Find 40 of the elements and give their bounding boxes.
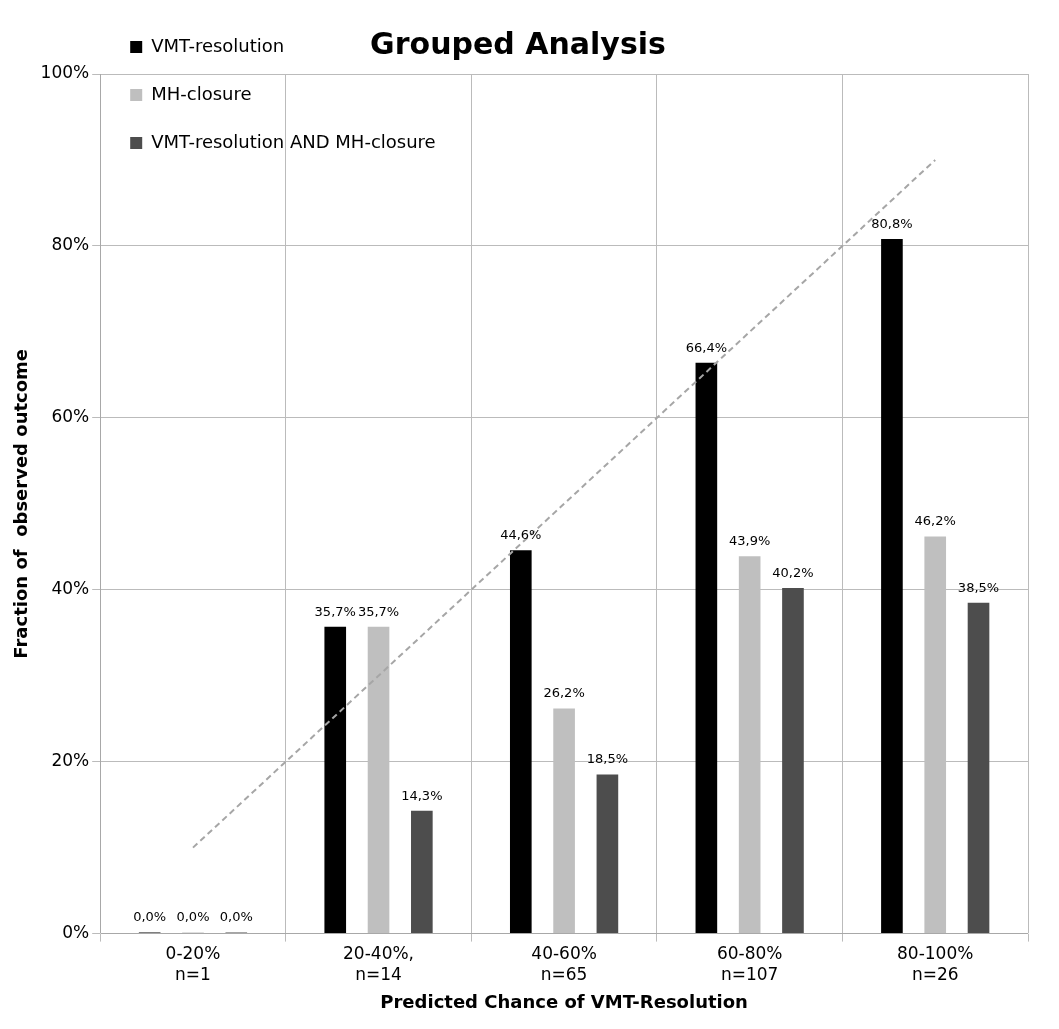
x-tick-label: 40-60% n=65 [531,943,597,984]
data-label: 0,0% [176,909,210,925]
chart-title: Grouped Analysis [370,25,666,61]
y-tick-label: 100% [40,62,90,83]
bar [596,774,619,934]
legend-label: VMT-resolution AND MH-closure [151,130,436,152]
data-label: 80,8% [871,215,913,231]
y-axis-title: Fraction of observed outcome [10,348,32,659]
y-tick-label: 0% [62,922,90,943]
bar [695,362,718,934]
bar [411,810,433,934]
bar [881,239,903,934]
bar [967,602,990,934]
data-label: 44,6% [500,527,542,543]
y-tick-label: 40% [51,578,90,599]
y-tick-label: 80% [51,234,90,255]
legend-label: VMT-resolution [151,34,285,56]
data-label: 38,5% [957,579,1000,595]
bar [509,550,532,934]
legend-label: MH-closure [151,82,252,104]
x-tick-label: 20-40%, n=14 [343,943,415,984]
data-label: 43,9% [729,533,771,549]
data-label: 0,0% [133,909,167,925]
data-label: 40,2% [772,564,814,580]
data-label: 18,5% [586,751,629,767]
data-label: 46,2% [914,513,956,529]
x-axis-title: Predicted Chance of VMT-Resolution [380,990,748,1012]
y-tick-label: 60% [51,406,90,427]
bar [782,588,804,934]
x-tick-label: 80-100% n=26 [897,943,974,984]
y-tick-label: 20% [51,750,90,771]
data-label: 0,0% [219,909,253,925]
data-label: 66,4% [685,339,728,355]
x-tick-label: 60-80% n=107 [716,943,783,984]
data-label: 14,3% [401,787,443,803]
data-label: 35,7% [314,603,356,619]
bar [324,626,347,934]
data-label: 35,7% [357,603,400,619]
x-tick-label: 0-20% n=1 [165,943,221,984]
data-label: 26,2% [543,685,585,701]
